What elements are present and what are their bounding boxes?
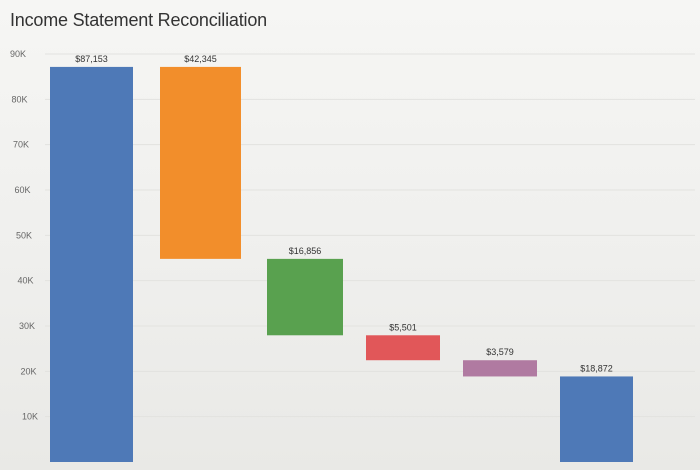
- bar[interactable]: [267, 258, 343, 336]
- y-tick-label: 50K: [16, 230, 32, 240]
- y-tick-label: 10K: [22, 412, 38, 422]
- bar[interactable]: [160, 66, 241, 259]
- y-tick-label: 30K: [19, 321, 35, 331]
- y-tick-label: 20K: [21, 366, 37, 376]
- chart-title: Income Statement Reconciliation: [10, 10, 267, 30]
- bar[interactable]: [463, 360, 537, 377]
- bar-value-label: $87,153: [75, 54, 108, 64]
- bar-value-label: $5,501: [389, 322, 417, 332]
- bar-value-label: $16,856: [289, 246, 322, 256]
- gridlines: [45, 53, 695, 418]
- bar[interactable]: [50, 66, 133, 462]
- y-tick-label: 80K: [12, 94, 28, 104]
- bar[interactable]: [560, 376, 633, 462]
- bars: [50, 66, 633, 462]
- y-tick-label: 40K: [18, 276, 34, 286]
- bar-value-label: $3,579: [486, 347, 514, 357]
- bar-value-label: $42,345: [184, 54, 217, 64]
- y-tick-label: 90K: [10, 49, 26, 59]
- y-tick-label: 70K: [13, 140, 29, 150]
- y-tick-label: 60K: [15, 185, 31, 195]
- data-labels: $87,153 $42,345 $16,856 $5,501 $3,579 $18,872: [75, 54, 613, 374]
- bar-value-label: $18,872: [580, 363, 613, 373]
- bar[interactable]: [366, 335, 440, 361]
- y-axis: 90K 80K 70K 60K 50K 40K 30K 20K 10K: [10, 49, 38, 422]
